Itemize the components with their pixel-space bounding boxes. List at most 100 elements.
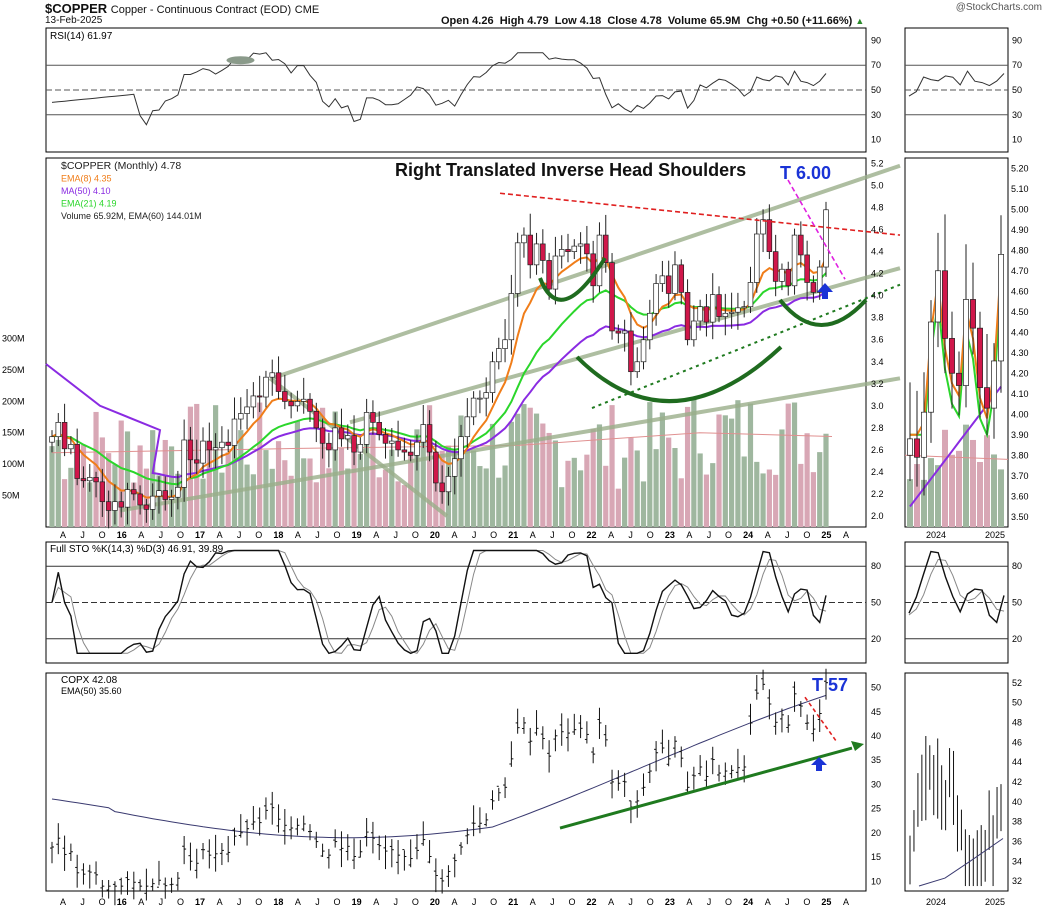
volume-bar	[590, 428, 596, 527]
zoom-candle-body	[977, 327, 983, 388]
candle-body	[256, 395, 263, 398]
volume-bar	[615, 488, 621, 527]
volume-bar	[703, 474, 710, 527]
zoom-candle-body	[942, 270, 948, 339]
volume-bar	[540, 423, 546, 527]
x-axis-label: 20	[430, 530, 440, 540]
copx-tick-label: 20	[871, 828, 881, 838]
volume-bar	[426, 405, 433, 527]
zoom-candle-body	[935, 270, 941, 323]
candle-body	[634, 361, 640, 373]
x-axis-label: 18	[273, 897, 283, 907]
volume-bar	[508, 421, 514, 527]
x-axis-label: A	[138, 530, 144, 540]
volume-tick-label: 300M	[2, 333, 25, 343]
volume-bar	[691, 397, 697, 527]
zoom-volume-bar	[991, 454, 997, 527]
zoom-price-tick-label: 3.70	[1011, 471, 1029, 481]
zoom-price-tick-label: 5.20	[1011, 163, 1029, 173]
candle-body	[55, 422, 62, 438]
chart-symbol-header: $COPPER Copper - Continuous Contract (EO…	[45, 1, 319, 16]
zoom-candle-body	[970, 299, 976, 329]
volume-bar	[684, 406, 691, 527]
volume-bar	[464, 449, 470, 527]
price-tick-label: 5.0	[871, 181, 884, 191]
volume-bar	[779, 429, 785, 527]
candle-body	[772, 251, 779, 282]
copx-tick-label: 25	[871, 804, 881, 814]
sto-d-line	[51, 550, 827, 654]
zoom-price-tick-label: 3.80	[1011, 450, 1029, 460]
zoom-price-tick-label: 5.10	[1011, 184, 1029, 194]
copx-zoom-tick-label: 52	[1012, 678, 1022, 688]
x-axis-label: A	[217, 530, 223, 540]
candle-body	[665, 275, 672, 294]
candle-body	[464, 416, 471, 438]
volume-bar	[244, 464, 250, 527]
candle-body	[395, 440, 401, 451]
x-axis-label: J	[159, 897, 164, 907]
zoom-volume-bar	[942, 429, 948, 527]
zoom-candle-body	[949, 338, 955, 374]
volume-bar	[206, 450, 212, 527]
candle-body	[49, 436, 55, 443]
candle-body	[672, 264, 678, 294]
x-axis-label: O	[647, 530, 654, 540]
copx-legend-item: EMA(50) 35.60	[61, 686, 122, 696]
candle-body	[326, 442, 332, 451]
candle-body	[791, 234, 798, 287]
candle-body	[615, 330, 622, 334]
volume-bar	[61, 479, 68, 527]
x-axis-label: J	[394, 530, 399, 540]
candle-body	[722, 312, 729, 317]
price-tick-label: 2.0	[871, 511, 884, 521]
candle-body	[496, 348, 502, 363]
x-axis-label: J	[550, 897, 555, 907]
x-axis-label: O	[725, 530, 732, 540]
candle-body	[577, 243, 584, 247]
candle-body	[80, 478, 87, 482]
candle-body	[621, 330, 628, 334]
x-axis-label: J	[628, 897, 633, 907]
volume-bar	[150, 430, 156, 527]
candle-body	[87, 477, 93, 482]
price-tick-label: 2.6	[871, 445, 884, 455]
x-axis-label: J	[550, 530, 555, 540]
x-axis-label: 16	[117, 530, 127, 540]
candle-body	[99, 481, 106, 503]
sto-zoom-tick-label: 20	[1012, 634, 1022, 644]
candle-body	[307, 398, 313, 412]
x-axis-label: O	[99, 897, 106, 907]
x-axis-label: A	[765, 530, 771, 540]
sto-zoom-k-line	[908, 550, 1005, 624]
candle-body	[263, 376, 269, 398]
price-legend-item: MA(50) 4.10	[61, 186, 111, 196]
channel-lower-line	[119, 376, 901, 513]
volume-bar	[565, 460, 571, 527]
zoom-volume-bar	[935, 465, 941, 527]
candle-body	[709, 294, 716, 323]
price-tick-label: 4.4	[871, 247, 884, 257]
volume-bar	[609, 405, 615, 527]
volume-bar	[238, 430, 244, 527]
volume-bar	[301, 458, 307, 527]
left-shoulder-arc	[538, 256, 607, 302]
symbol-label: $COPPER	[45, 1, 108, 16]
volume-bar	[659, 412, 665, 527]
candle-body	[445, 475, 452, 493]
volume-bar	[231, 440, 238, 527]
candle-body	[540, 243, 546, 261]
candle-body	[168, 496, 175, 500]
x-axis-label: 22	[587, 897, 597, 907]
volume-bar	[200, 478, 206, 527]
x-axis-label: 23	[665, 897, 675, 907]
volume-bar	[729, 418, 735, 527]
candle-body	[193, 459, 200, 464]
zoom-price-tick-label: 3.50	[1011, 512, 1029, 522]
x-axis-label: A	[765, 897, 771, 907]
zoom-volume-bar	[970, 439, 976, 527]
volume-bar	[219, 472, 225, 527]
candle-body	[288, 401, 294, 407]
x-axis-label: O	[490, 530, 497, 540]
zoom-price-tick-label: 4.10	[1011, 389, 1029, 399]
